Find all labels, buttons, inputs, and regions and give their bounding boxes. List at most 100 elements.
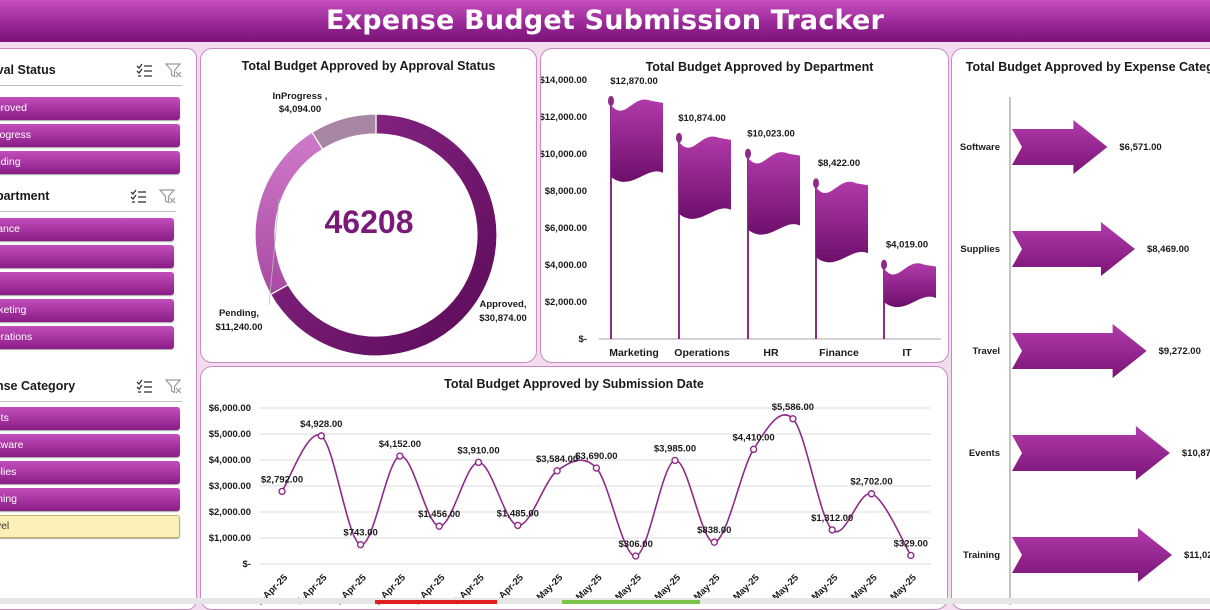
data-label: $2,792.00: [261, 474, 303, 485]
data-point: [474, 458, 483, 467]
data-label: $743.00: [343, 528, 377, 539]
bar-value-label: $10,874: [1182, 448, 1210, 459]
slicer-item-travel[interactable]: avel: [0, 515, 180, 538]
bar-value-label: $10,874.00: [678, 113, 726, 124]
y-tick-label: $12,000.00: [541, 112, 587, 123]
slicer-item-marketing[interactable]: arketing: [0, 299, 174, 322]
y-tick-label: $-: [243, 559, 251, 570]
label-inprogress-name: InProgress ,: [273, 91, 328, 102]
data-label: $3,910.00: [457, 445, 499, 456]
data-label: $4,928.00: [300, 419, 342, 430]
flag-pole-top: [813, 178, 819, 189]
data-point: [278, 487, 286, 496]
y-tick-label: $8,000.00: [545, 186, 587, 197]
x-tick-label: Finance: [819, 347, 859, 359]
clear-filter-icon[interactable]: [158, 189, 176, 209]
slicer-item-operations[interactable]: perations: [0, 326, 174, 349]
data-label: $5,586.00: [772, 402, 814, 413]
slicer-item-it[interactable]: [0, 272, 174, 295]
data-point: [435, 522, 443, 530]
flag-pole-top: [676, 132, 682, 143]
data-point: [396, 452, 404, 460]
bar-value-label: $6,571.00: [1119, 142, 1161, 153]
slicer-item-software[interactable]: oftware: [0, 434, 180, 457]
data-label: $3,985.00: [654, 443, 696, 454]
flag-pole-top: [881, 259, 887, 270]
submission-date-chart: $6,000.00 $5,000.00 $4,000.00 $3,000.00 $2,0…: [209, 402, 931, 607]
clear-filter-icon[interactable]: [164, 63, 182, 83]
y-tick-label: $6,000.00: [209, 403, 251, 414]
slicer-item-supplies[interactable]: pplies: [0, 461, 180, 484]
data-point: [710, 538, 718, 546]
y-tick-label: $2,000.00: [209, 507, 251, 518]
bar-value-label: $8,469.00: [1147, 244, 1189, 255]
donut-chart: 46208 InProgress , $4,094.00 Pending, $1…: [215, 91, 527, 357]
label-pending-name: Pending,: [219, 308, 259, 319]
multi-select-icon[interactable]: [130, 189, 147, 209]
data-point: [749, 445, 758, 454]
approval-status-card: Total Budget Approved by Approval Status…: [200, 48, 537, 363]
slicer-item-events[interactable]: ents: [0, 407, 180, 430]
bar-hr: [748, 152, 800, 235]
y-tick-label: $3,000.00: [209, 481, 251, 492]
slicer-title: ense Category: [0, 379, 76, 393]
data-point: [907, 551, 915, 560]
multi-select-icon[interactable]: [136, 379, 153, 399]
y-tick-label: $2,000.00: [545, 297, 587, 308]
submission-date-card: Total Budget Approved by Submission Date…: [200, 366, 948, 610]
bar-value-label: $9,272.00: [1159, 346, 1201, 357]
slicer-item-approved[interactable]: pproved: [0, 97, 180, 120]
slicer-item-hr[interactable]: R: [0, 245, 174, 268]
bar-value-label: $10,023.00: [747, 129, 795, 140]
slicer-item-training[interactable]: aining: [0, 488, 180, 511]
sheet-tab-active-marker[interactable]: [375, 600, 497, 604]
y-tick-label: $-: [579, 334, 587, 345]
x-tick-label: HR: [763, 347, 779, 359]
y-tick-label: $4,000.00: [545, 260, 587, 271]
data-label: $2,702.00: [850, 477, 892, 488]
x-tick-label: Operations: [674, 347, 730, 359]
chart-title: Total Budget Approved by Approval Status: [241, 59, 496, 73]
expense-category-chart: Software $6,571.00 Supplies $8,469.00 Travel…: [960, 97, 1210, 605]
bar-training: [1012, 528, 1172, 582]
data-point: [317, 432, 326, 440]
sheet-tab-marker[interactable]: [562, 600, 700, 604]
data-label: $3,690.00: [575, 451, 617, 462]
y-tick-label: $4,000.00: [209, 455, 251, 466]
bar-value-label: $4,019.00: [886, 240, 928, 251]
flag-pole-top: [608, 95, 614, 106]
data-label: $329.00: [894, 538, 928, 549]
expense-category-card: Total Budget Approved by Expense Categor…: [951, 48, 1210, 610]
multi-select-icon[interactable]: [136, 63, 153, 83]
data-point: [592, 464, 601, 472]
data-label: $3,584.00: [536, 454, 578, 465]
y-tick-label: $14,000.00: [541, 75, 587, 86]
y-tick-label: $1,000.00: [209, 533, 251, 544]
bar-value-label: $8,422.00: [818, 158, 860, 169]
label-approved-value: $30,874.00: [479, 313, 527, 324]
label-pending-value: $11,240.00: [215, 322, 262, 333]
chart-title: Total Budget Approved by Department: [645, 60, 874, 74]
y-tick-label: $10,000.00: [541, 149, 587, 160]
slicer-header: epartment: [0, 183, 176, 212]
slicer-item-pending[interactable]: ending: [0, 151, 180, 174]
data-point: [867, 490, 876, 498]
slicer-item-finance[interactable]: inance: [0, 218, 174, 241]
y-tick-label: Events: [969, 448, 1000, 459]
data-label: $306.00: [619, 539, 653, 550]
bar-software: [1012, 120, 1108, 174]
header-bar: Expense Budget Submission Tracker: [0, 0, 1210, 42]
donut-slice-approved: [269, 113, 498, 357]
clear-filter-icon[interactable]: [164, 379, 182, 399]
data-point: [828, 526, 836, 534]
slicer-item-in-progress[interactable]: Progress: [0, 124, 180, 147]
leader-line: [268, 198, 280, 306]
x-tick-label: IT: [902, 347, 912, 359]
bar-value-label: $11,02: [1184, 550, 1210, 561]
bar-operations: [679, 136, 731, 219]
y-tick-label: $5,000.00: [209, 429, 251, 440]
y-tick-label: Travel: [973, 346, 1000, 357]
bar-it: [884, 263, 936, 308]
bar-events: [1012, 426, 1170, 480]
data-point: [553, 467, 561, 475]
